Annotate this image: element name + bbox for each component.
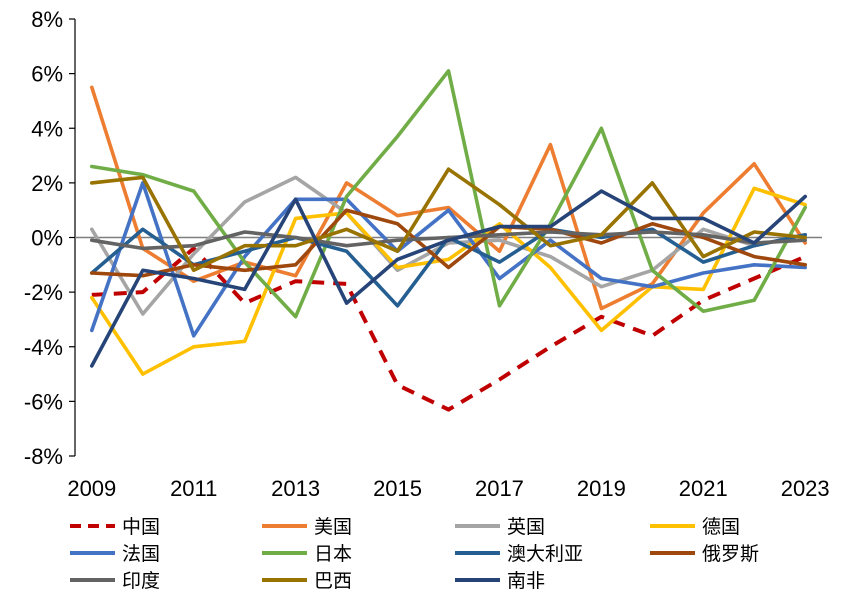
legend-item-5: 日本 <box>262 543 352 565</box>
x-tick-label: 2009 <box>67 476 116 501</box>
legend-label: 德国 <box>702 516 740 538</box>
legend-label: 英国 <box>507 516 545 538</box>
legend-label: 美国 <box>314 516 352 538</box>
legend-item-10: 南非 <box>455 570 545 592</box>
legend-label: 印度 <box>122 570 160 592</box>
x-tick-label: 2015 <box>373 476 422 501</box>
series-line-3 <box>90 186 808 376</box>
series-lines <box>90 69 808 412</box>
y-tick-label: 4% <box>31 116 63 141</box>
legend-item-1: 美国 <box>262 516 352 538</box>
x-tick-label: 2011 <box>170 476 217 501</box>
legend-label: 中国 <box>122 516 160 538</box>
legend-item-4: 法国 <box>70 543 160 565</box>
y-tick-label: 0% <box>31 226 63 251</box>
series-line-1 <box>90 85 808 311</box>
x-tick-label: 2023 <box>781 476 830 501</box>
series-line-4 <box>90 181 808 338</box>
y-tick-label: -2% <box>24 280 63 305</box>
y-tick-label: -4% <box>24 335 63 360</box>
legend-label: 俄罗斯 <box>702 543 759 565</box>
axes: -8% -6% -4% -2% 0% 2% 4% 6% 8% 2009 2011 2013 2015 20… <box>24 7 830 501</box>
legend-item-6: 澳大利亚 <box>455 543 583 565</box>
legend-item-8: 印度 <box>70 570 160 592</box>
series-line-10 <box>90 189 808 368</box>
legend-item-2: 英国 <box>455 516 545 538</box>
legend-label: 法国 <box>122 543 160 565</box>
legend-item-3: 德国 <box>650 516 740 538</box>
x-tick-label: 2017 <box>475 476 524 501</box>
y-tick-label: -6% <box>24 389 63 414</box>
x-tick-label: 2021 <box>679 476 728 501</box>
legend-item-0: 中国 <box>70 516 160 538</box>
legend-label: 日本 <box>314 543 352 565</box>
series-line-2 <box>90 175 808 316</box>
series-line-5 <box>90 69 808 319</box>
x-tick-label: 2013 <box>271 476 320 501</box>
y-tick-label: 2% <box>31 171 63 196</box>
legend-label: 澳大利亚 <box>507 543 583 565</box>
series-line-9 <box>90 167 808 273</box>
y-tick-label: 8% <box>31 7 63 32</box>
legend-label: 南非 <box>507 570 545 592</box>
y-tick-label: 6% <box>31 62 63 87</box>
legend-item-9: 巴西 <box>262 570 352 592</box>
x-tick-label: 2019 <box>577 476 626 501</box>
y-tick-label: -8% <box>24 444 63 469</box>
legend-item-7: 俄罗斯 <box>650 543 759 565</box>
legend-label: 巴西 <box>314 570 352 592</box>
